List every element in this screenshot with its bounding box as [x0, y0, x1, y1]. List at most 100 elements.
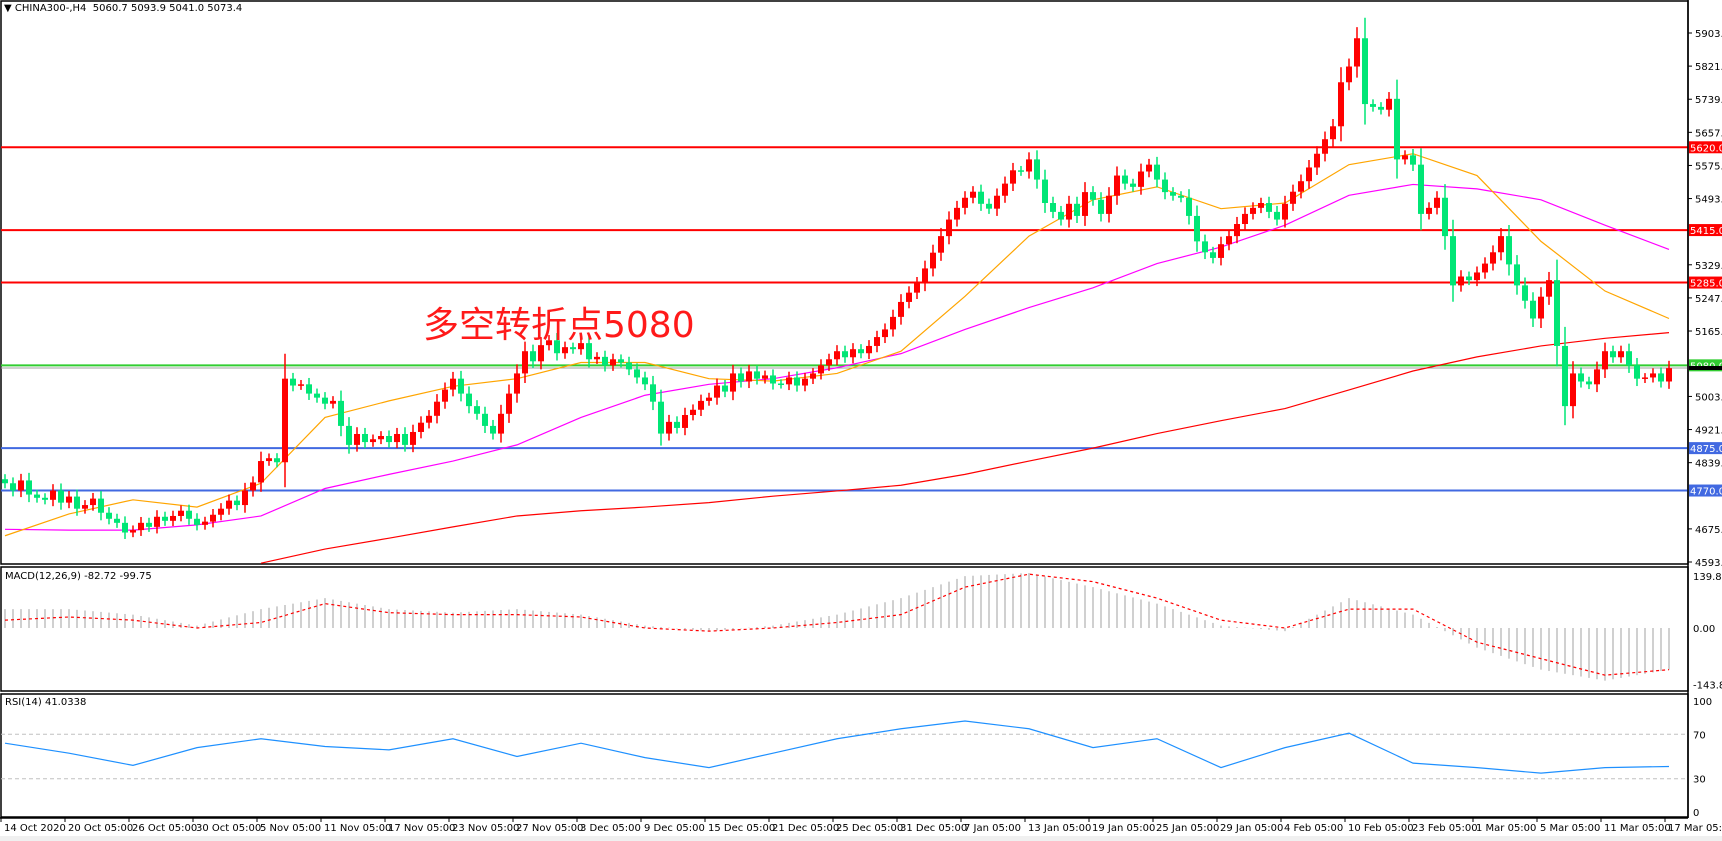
- candle-body: [474, 406, 480, 414]
- candle: [1618, 345, 1624, 363]
- candle-body: [1090, 192, 1096, 200]
- candle: [1122, 169, 1128, 190]
- candle-body: [1306, 167, 1312, 182]
- candle: [298, 379, 304, 390]
- moving-average-mid: [4, 183, 1670, 531]
- candle-body: [218, 508, 224, 515]
- time-label: 11 Mar 05:00: [1604, 823, 1671, 834]
- candle: [98, 491, 104, 521]
- price-tick-label: 5003.0: [1695, 392, 1722, 403]
- candle-body: [1194, 215, 1200, 242]
- candle: [250, 476, 256, 497]
- time-label: 1 Mar 05:00: [1476, 823, 1536, 834]
- candle-body: [642, 377, 648, 385]
- candle: [1586, 376, 1592, 390]
- candle-body: [282, 378, 288, 463]
- candle-body: [426, 415, 432, 423]
- price-tick-label: 5329.0: [1695, 261, 1722, 272]
- candle-body: [1018, 170, 1024, 172]
- candle: [1306, 160, 1312, 189]
- candle-body: [650, 384, 656, 402]
- candle: [818, 359, 824, 380]
- candle-body: [962, 197, 968, 208]
- candle: [138, 516, 144, 536]
- candle-body: [1410, 155, 1416, 165]
- candle-body: [410, 431, 416, 445]
- candle-body: [1082, 192, 1088, 216]
- candle: [1026, 152, 1032, 179]
- triangle-down-icon[interactable]: ▼: [4, 3, 12, 14]
- time-label: 15 Dec 05:00: [708, 823, 775, 834]
- candle-body: [26, 480, 32, 495]
- candle: [202, 516, 208, 530]
- candle-body: [786, 377, 792, 385]
- price-tick-label: 5739.0: [1695, 95, 1722, 106]
- candle-body: [1338, 82, 1344, 127]
- candle: [602, 350, 608, 372]
- candle: [1106, 187, 1112, 223]
- candle: [842, 345, 848, 363]
- candle: [1162, 172, 1168, 200]
- candle-body: [1050, 203, 1056, 212]
- candle-body: [306, 384, 312, 394]
- candle-body: [1642, 377, 1648, 379]
- candle-body: [714, 385, 720, 398]
- candle-body: [1330, 126, 1336, 140]
- candle: [666, 414, 672, 441]
- candle: [386, 430, 392, 448]
- candle-body: [458, 378, 464, 394]
- candle-body: [1418, 164, 1424, 214]
- candle-body: [746, 371, 752, 382]
- candle: [1154, 156, 1160, 188]
- candle-body: [1314, 153, 1320, 168]
- candle-body: [722, 385, 728, 392]
- candle: [426, 410, 432, 429]
- candle-body: [1242, 213, 1248, 225]
- candle: [418, 416, 424, 439]
- candle-body: [618, 359, 624, 363]
- candle-body: [1458, 276, 1464, 286]
- candle-body: [946, 219, 952, 237]
- level-price-label: 4875.0: [1690, 444, 1722, 455]
- candle-body: [578, 343, 584, 350]
- candle: [866, 340, 872, 360]
- candle-body: [1586, 381, 1592, 385]
- candle: [1554, 259, 1560, 367]
- candle-body: [154, 516, 160, 527]
- candle: [242, 482, 248, 513]
- level-price-tag: [1689, 442, 1722, 455]
- candle-body: [418, 422, 424, 432]
- candle: [1338, 67, 1344, 142]
- candle-body: [938, 236, 944, 253]
- moving-average-slow: [260, 332, 1670, 564]
- candle: [26, 472, 32, 503]
- candle: [1626, 343, 1632, 373]
- candle-body: [242, 490, 248, 506]
- candle: [346, 417, 352, 454]
- chart-title[interactable]: ▼ CHINA300-,H4 5060.7 5093.9 5041.0 5073…: [4, 3, 242, 14]
- candle: [226, 494, 232, 515]
- candle-body: [450, 378, 456, 390]
- candle: [1202, 234, 1208, 260]
- candle-body: [194, 518, 200, 525]
- candle-body: [570, 347, 576, 350]
- candle-body: [1578, 373, 1584, 382]
- candle: [650, 375, 656, 411]
- candle: [1490, 245, 1496, 271]
- candle: [442, 382, 448, 409]
- candle-body: [314, 393, 320, 398]
- candle-body: [1130, 183, 1136, 187]
- candle: [1130, 178, 1136, 192]
- candle-body: [1114, 175, 1120, 196]
- candle-body: [42, 497, 48, 500]
- candle-body: [130, 530, 136, 533]
- candle: [1538, 287, 1544, 328]
- candle-body: [298, 384, 304, 386]
- candle-body: [1562, 345, 1568, 407]
- candle: [1530, 292, 1536, 327]
- time-label: 23 Feb 05:00: [1412, 823, 1478, 834]
- candle: [1114, 166, 1120, 205]
- candle-body: [1482, 263, 1488, 273]
- candle: [1290, 184, 1296, 211]
- candle: [258, 451, 264, 492]
